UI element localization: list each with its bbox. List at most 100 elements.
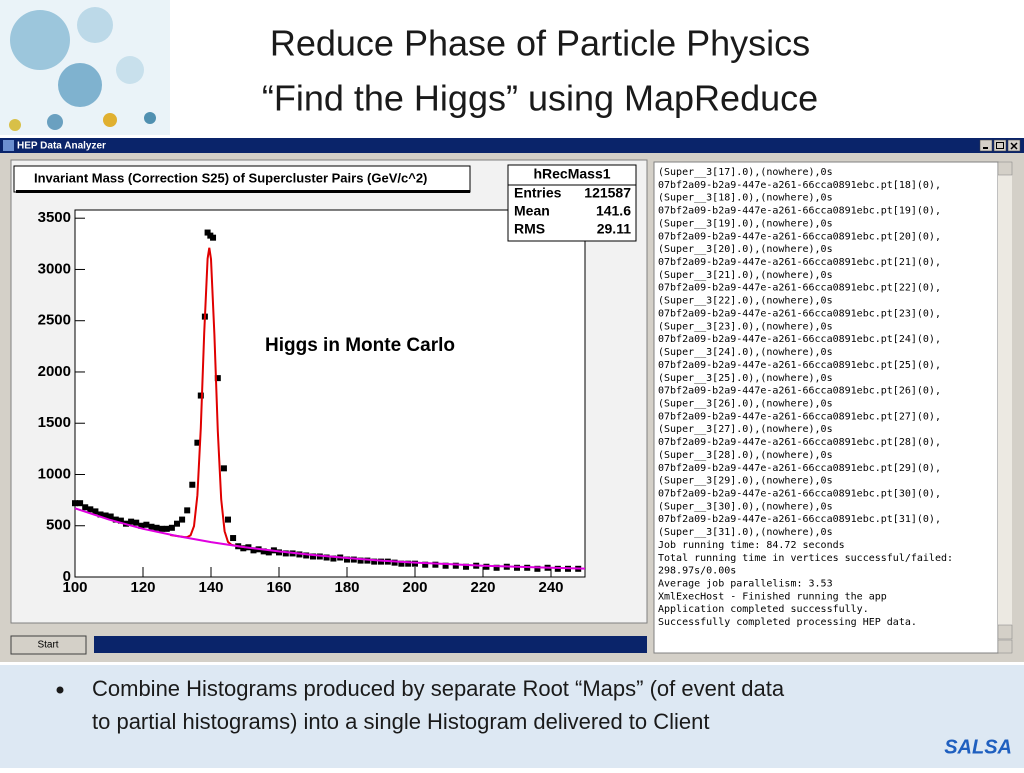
- data-point: [102, 512, 109, 519]
- data-point: [260, 548, 267, 555]
- data-point: [189, 481, 196, 488]
- minimize-button[interactable]: [979, 139, 993, 152]
- data-point: [220, 465, 227, 472]
- start-button[interactable]: [10, 635, 87, 655]
- log-panel: [653, 161, 999, 654]
- log-line: 07bf2a09-b2a9-447e-a261-66cca0891ebc.pt[…: [658, 257, 941, 268]
- logo: SALSA: [944, 736, 1012, 758]
- data-point: [204, 229, 211, 236]
- stats-label: RMS: [514, 221, 545, 237]
- y-tick-label: 2500: [38, 312, 71, 329]
- data-point: [112, 516, 119, 523]
- stats-value: 141.6: [596, 203, 631, 219]
- data-point: [452, 562, 459, 569]
- data-point: [230, 535, 237, 542]
- data-point: [330, 555, 337, 562]
- bullet-dot: [56, 686, 64, 694]
- data-point: [225, 516, 231, 523]
- y-tick-label: 1000: [38, 465, 71, 482]
- log-line: 07bf2a09-b2a9-447e-a261-66cca0891ebc.pt[…: [658, 437, 941, 448]
- data-point: [432, 561, 439, 568]
- log-line: Total running time in vertices successfu…: [658, 553, 953, 564]
- stats-value: 29.11: [597, 221, 631, 237]
- data-point: [194, 439, 201, 446]
- log-line: Successfully completed processing HEP da…: [658, 617, 917, 628]
- data-point: [179, 516, 186, 523]
- start-label[interactable]: Start: [37, 640, 58, 651]
- y-tick-label: 2000: [38, 363, 71, 380]
- log-line: 07bf2a09-b2a9-447e-a261-66cca0891ebc.pt[…: [658, 386, 941, 397]
- data-point: [442, 562, 449, 569]
- data-point: [138, 522, 145, 529]
- log-line: (Super__3[23].0),(nowhere),0s: [658, 321, 833, 332]
- scrollbar[interactable]: [998, 162, 1012, 653]
- x-tick-label: 140: [198, 579, 223, 596]
- data-point: [303, 552, 310, 559]
- data-point: [77, 500, 84, 507]
- log-line: 07bf2a09-b2a9-447e-a261-66cca0891ebc.pt[…: [658, 411, 941, 422]
- plot-area: [74, 209, 586, 578]
- maximize-glyph: [996, 142, 1004, 149]
- x-tick-label: 180: [334, 579, 359, 596]
- decor-circle: [77, 7, 113, 43]
- slide-title: Reduce Phase of Particle Physics: [270, 23, 810, 64]
- log-line: Average job parallelism: 3.53: [658, 579, 833, 590]
- scroll-thumb[interactable]: [997, 624, 1013, 640]
- window-title: HEP Data Analyzer: [17, 141, 106, 152]
- decor-circle: [47, 114, 63, 130]
- scroll-up[interactable]: [997, 161, 1013, 176]
- data-point: [128, 518, 135, 525]
- log-line: Application completed successfully.: [658, 604, 869, 615]
- close-glyph: [1010, 142, 1018, 150]
- data-point: [214, 375, 221, 382]
- window-buttons: [979, 139, 1021, 152]
- stats-value: 121587: [584, 185, 631, 201]
- log-line: 07bf2a09-b2a9-447e-a261-66cca0891ebc.pt[…: [658, 334, 941, 345]
- data-point: [210, 234, 217, 241]
- data-point: [168, 524, 175, 531]
- maximize-button[interactable]: [993, 139, 1007, 152]
- data-point: [153, 524, 160, 531]
- data-point: [184, 507, 191, 514]
- data-point: [371, 558, 378, 565]
- data-point: [82, 504, 89, 511]
- data-point: [158, 525, 165, 532]
- data-point: [148, 523, 155, 530]
- data-point: [143, 521, 150, 528]
- decor-circle: [144, 112, 156, 124]
- y-tick-label: 500: [46, 517, 71, 534]
- data-point: [133, 519, 140, 526]
- y-tick-label: 3000: [38, 260, 71, 277]
- x-tick-label: 160: [266, 579, 291, 596]
- decor-circle: [116, 56, 144, 84]
- chart-title-box: [13, 165, 471, 193]
- x-tick-label: 240: [538, 579, 563, 596]
- data-point: [412, 560, 418, 567]
- data-point: [391, 559, 398, 566]
- data-point: [323, 554, 330, 561]
- x-tick-label: 100: [62, 579, 87, 596]
- stats-frame: [507, 164, 637, 242]
- title-bar: [0, 138, 1024, 153]
- progress-bar: [94, 636, 647, 653]
- log-line: XmlExecHost - Finished running the app: [658, 591, 887, 602]
- stats-label: Entries: [514, 185, 562, 201]
- text-area: [0, 665, 1024, 768]
- log-line: 07bf2a09-b2a9-447e-a261-66cca0891ebc.pt[…: [658, 231, 941, 242]
- data-point: [240, 545, 247, 552]
- scroll-down[interactable]: [997, 639, 1013, 654]
- log-line: (Super__3[20].0),(nowhere),0s: [658, 244, 833, 255]
- data-point: [197, 392, 204, 399]
- data-point: [163, 525, 170, 532]
- x-tick-label: 120: [130, 579, 155, 596]
- log-line: (Super__3[28].0),(nowhere),0s: [658, 450, 833, 461]
- log-line: 07bf2a09-b2a9-447e-a261-66cca0891ebc.pt[…: [658, 489, 941, 500]
- data-point: [534, 565, 541, 572]
- data-point: [463, 563, 469, 570]
- data-point: [282, 550, 289, 557]
- plot: 0 500 1000 1500 2000 2500 3000 3500 100 120 140 160…: [38, 209, 586, 596]
- decor-circle: [10, 10, 70, 70]
- data-point: [344, 556, 350, 563]
- log-line: (Super__3[24].0),(nowhere),0s: [658, 347, 833, 358]
- y-tick-label: 1500: [38, 414, 71, 431]
